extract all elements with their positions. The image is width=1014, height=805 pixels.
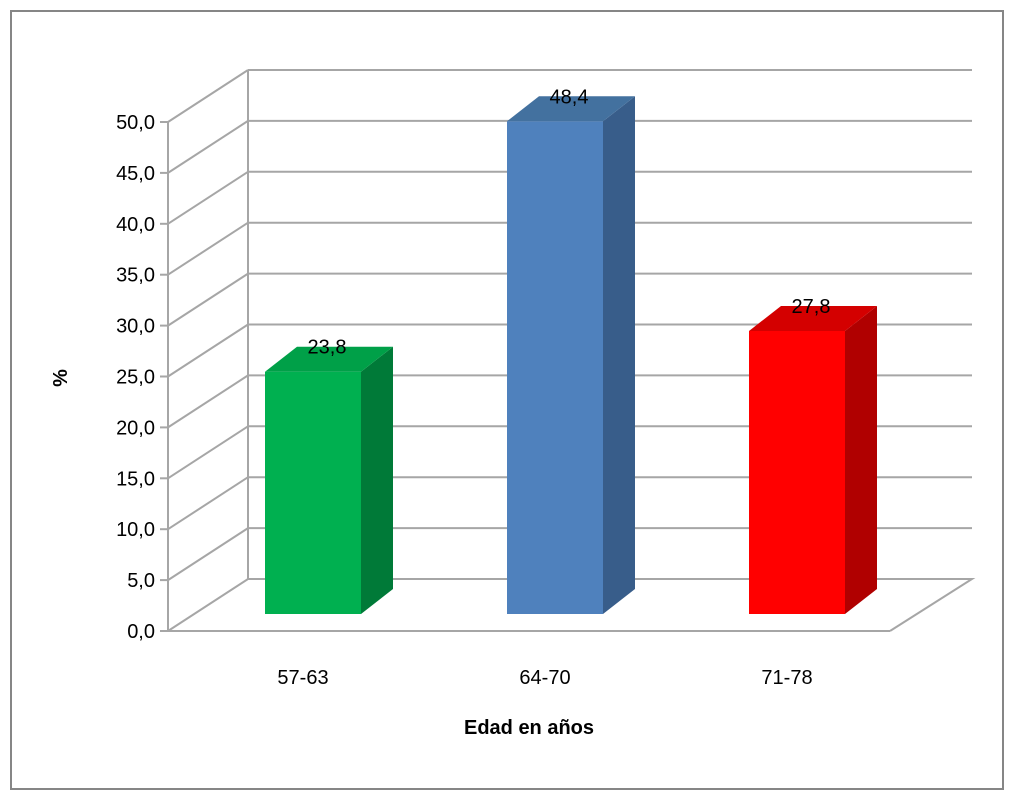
x-axis-categories: 57-63 64-70 71-78 <box>277 667 812 689</box>
y-axis-ticks: 0,0 5,0 10,0 15,0 20,0 25,0 30,0 35,0 40,0 45,0 50… <box>116 112 168 643</box>
side-wall-gridline <box>167 323 249 378</box>
y-tick-label: 25,0 <box>116 367 155 389</box>
x-axis-title: Edad en años <box>464 717 594 739</box>
bar-top <box>749 305 877 331</box>
y-tick-label: 15,0 <box>116 468 155 490</box>
data-labels: 23,8 48,4 27,8 <box>308 86 831 358</box>
x-tick-label: 71-78 <box>761 667 812 689</box>
side-wall-gridline <box>167 221 249 276</box>
y-tick-label: 0,0 <box>127 621 155 643</box>
x-tick-label: 64-70 <box>519 667 570 689</box>
x-tick-label: 57-63 <box>277 667 328 689</box>
bar-top <box>265 346 393 372</box>
y-tick-label: 10,0 <box>116 519 155 541</box>
y-tick-label: 20,0 <box>116 417 155 439</box>
side-wall-gridline <box>167 374 249 429</box>
side-wall-gridline <box>167 69 249 123</box>
bar <box>749 330 845 614</box>
y-tick-label: 35,0 <box>116 265 155 287</box>
side-wall-gridline <box>167 170 249 225</box>
data-label: 48,4 <box>550 86 589 108</box>
side-wall-gridline <box>167 120 249 174</box>
side-wall-gridline <box>167 527 249 581</box>
data-label: 27,8 <box>792 296 831 318</box>
y-tick-label: 50,0 <box>116 112 155 134</box>
side-wall-gridline <box>167 272 249 327</box>
y-tick-label: 30,0 <box>116 316 155 338</box>
bar-side <box>603 96 635 614</box>
y-tick-label: 5,0 <box>127 570 155 592</box>
y-axis-title: % <box>50 369 72 387</box>
data-label: 23,8 <box>308 337 347 359</box>
side-wall-gridline <box>167 476 249 531</box>
bar <box>265 371 361 614</box>
y-tick-label: 40,0 <box>116 214 155 236</box>
bars <box>265 96 877 615</box>
bar <box>507 121 603 615</box>
bar-top <box>507 96 635 122</box>
bar-side <box>361 346 393 614</box>
side-wall-gridline <box>167 425 249 480</box>
bar-side <box>845 305 877 614</box>
y-tick-label: 45,0 <box>116 163 155 185</box>
